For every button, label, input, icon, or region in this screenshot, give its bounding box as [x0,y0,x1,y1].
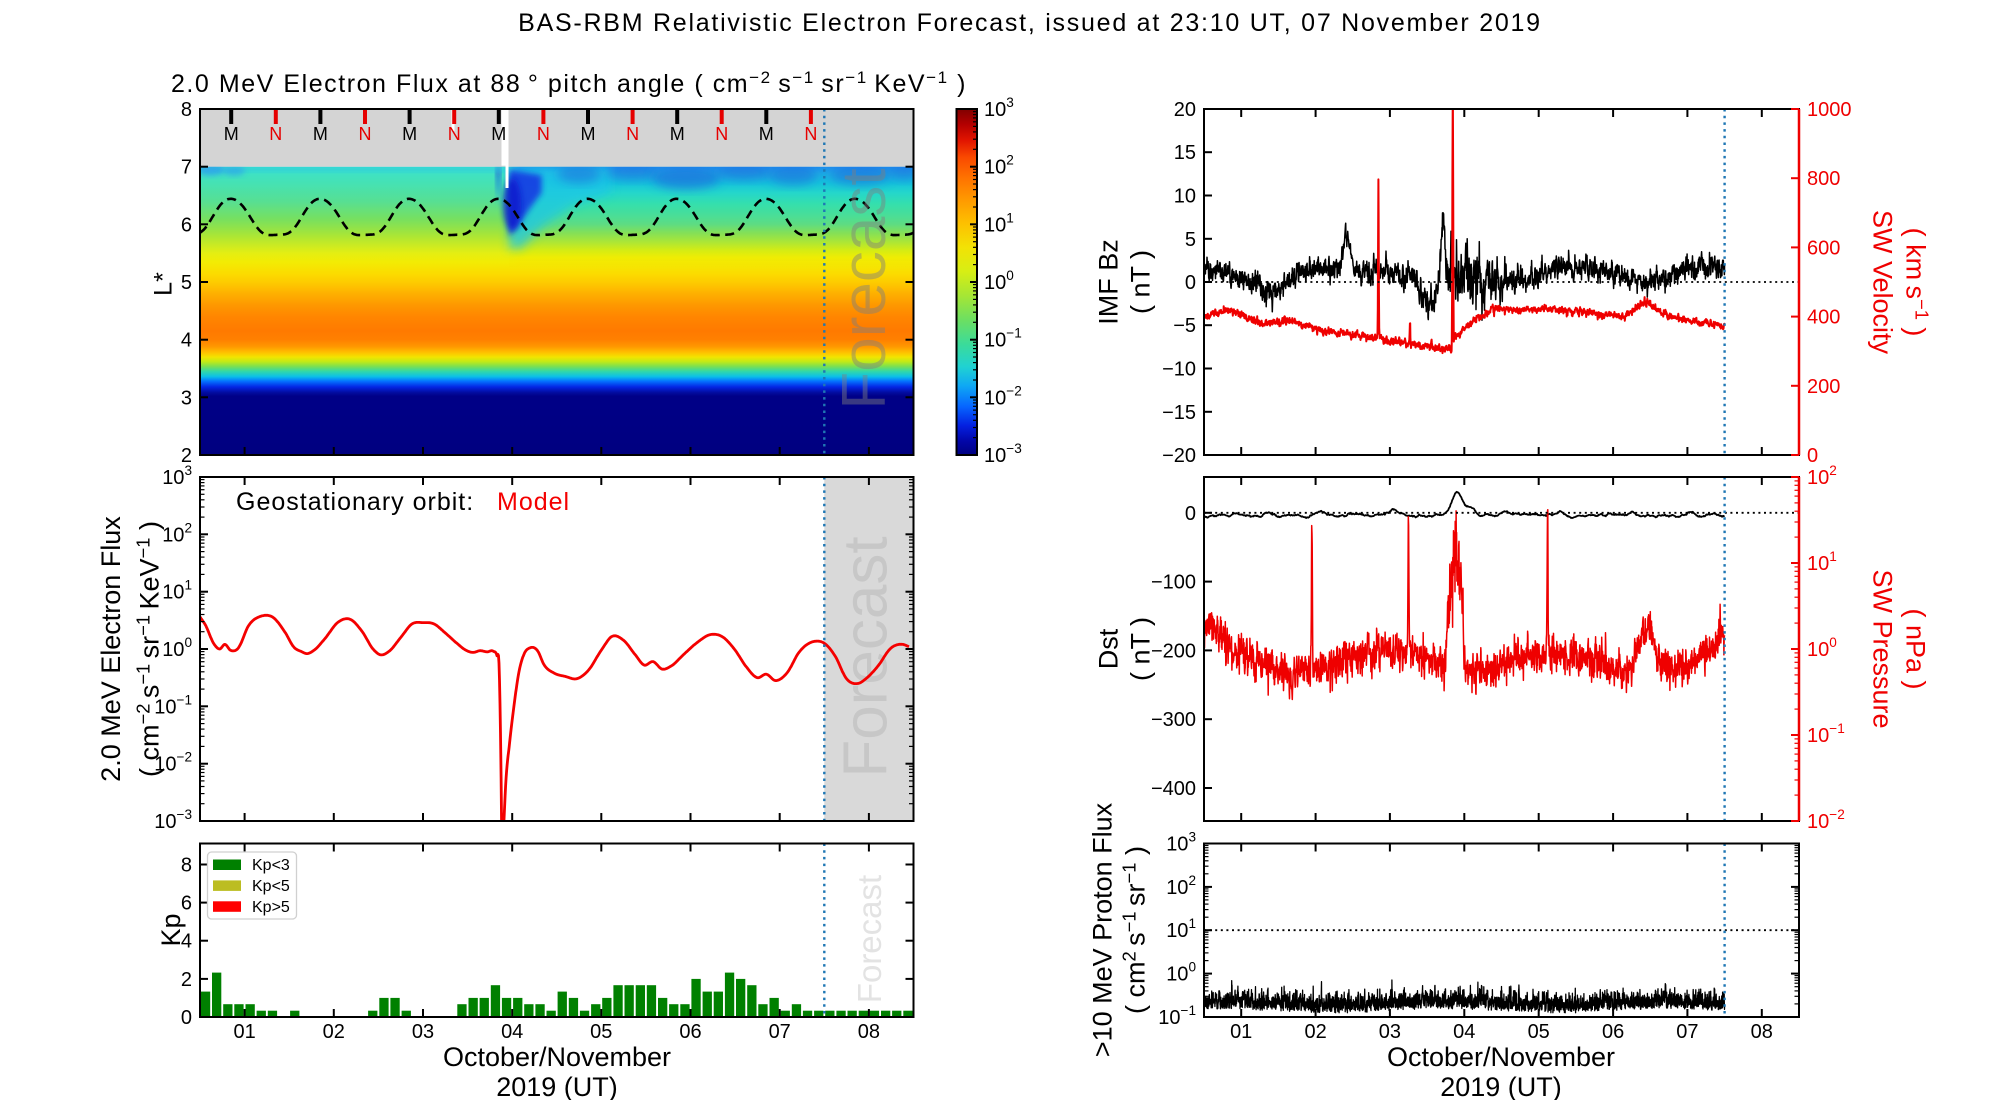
svg-text:−300: −300 [1151,709,1196,731]
svg-text:N: N [804,124,817,144]
svg-text:Dst: Dst [1094,628,1124,669]
svg-text:06: 06 [1602,1021,1624,1043]
svg-text:08: 08 [858,1021,880,1043]
svg-text:8: 8 [181,855,192,877]
svg-text:2.0 MeV Electron Flux at 88 °: 2.0 MeV Electron Flux at 88 ° pitch angl… [171,68,967,98]
svg-text:02: 02 [1304,1021,1326,1043]
svg-text:( km s−1 ): ( km s−1 ) [1901,228,1933,337]
svg-text:−200: −200 [1151,640,1196,662]
svg-text:( nT ): ( nT ) [1126,617,1156,681]
svg-text:2: 2 [181,969,192,991]
svg-text:5: 5 [181,272,192,294]
svg-text:M: M [402,124,417,144]
svg-text:102: 102 [1807,463,1837,489]
svg-text:−5: −5 [1173,315,1196,337]
svg-text:M: M [313,124,328,144]
svg-text:0: 0 [1185,503,1196,525]
svg-text:10: 10 [1174,186,1196,208]
svg-text:M: M [670,124,685,144]
svg-text:( cm−2 s−1 sr−1 KeV−1 ): ( cm−2 s−1 sr−1 KeV−1 ) [133,521,165,777]
svg-text:Forecast: Forecast [832,536,901,777]
svg-text:101: 101 [984,210,1014,236]
svg-text:( nPa ): ( nPa ) [1901,608,1931,689]
svg-text:2.0 MeV Electron Flux: 2.0 MeV Electron Flux [96,516,126,782]
svg-text:08: 08 [1751,1021,1773,1043]
svg-text:7: 7 [181,157,192,179]
svg-text:−15: −15 [1162,402,1196,424]
svg-text:M: M [224,124,239,144]
svg-text:20: 20 [1174,99,1196,121]
svg-text:05: 05 [1528,1021,1550,1043]
svg-text:BAS-RBM Relativistic Electron: BAS-RBM Relativistic Electron Forecast, … [518,9,1542,37]
svg-text:07: 07 [769,1021,791,1043]
svg-text:0: 0 [1185,272,1196,294]
svg-text:N: N [269,124,282,144]
svg-text:01: 01 [233,1021,255,1043]
svg-text:03: 03 [412,1021,434,1043]
svg-text:07: 07 [1676,1021,1698,1043]
svg-text:4: 4 [181,931,192,953]
svg-text:5: 5 [1185,229,1196,251]
svg-text:N: N [537,124,550,144]
svg-text:03: 03 [1379,1021,1401,1043]
svg-text:Forecast: Forecast [830,168,899,409]
svg-text:Geostationary orbit:: Geostationary orbit: [236,488,474,516]
svg-text:01: 01 [1230,1021,1252,1043]
svg-text:2: 2 [181,445,192,467]
svg-text:02: 02 [323,1021,345,1043]
svg-text:103: 103 [1166,830,1196,856]
svg-text:Forecast: Forecast [851,875,888,1003]
svg-text:0: 0 [1807,445,1818,467]
svg-text:4: 4 [181,330,192,352]
svg-text:200: 200 [1807,376,1840,398]
svg-text:15: 15 [1174,142,1196,164]
svg-text:3: 3 [181,387,192,409]
svg-text:2019 (UT): 2019 (UT) [496,1072,618,1100]
svg-text:05: 05 [590,1021,612,1043]
svg-text:M: M [759,124,774,144]
svg-text:( nT ): ( nT ) [1126,250,1156,314]
svg-text:N: N [359,124,372,144]
svg-text:Model: Model [497,488,570,516]
svg-text:1000: 1000 [1807,99,1852,121]
svg-text:N: N [715,124,728,144]
svg-text:6: 6 [181,893,192,915]
svg-text:−400: −400 [1151,778,1196,800]
svg-text:SW Velocity: SW Velocity [1868,210,1898,355]
svg-text:Kp<5: Kp<5 [252,878,290,895]
svg-text:04: 04 [501,1021,523,1043]
svg-text:>10 MeV Proton Flux: >10 MeV Proton Flux [1088,802,1118,1057]
svg-text:October/November: October/November [1387,1042,1615,1072]
svg-text:Kp: Kp [156,913,186,946]
svg-text:800: 800 [1807,168,1840,190]
svg-text:N: N [448,124,461,144]
svg-text:6: 6 [181,214,192,236]
svg-text:IMF Bz: IMF Bz [1094,239,1124,325]
svg-text:−10: −10 [1162,359,1196,381]
svg-text:600: 600 [1807,237,1840,259]
svg-text:M: M [491,124,506,144]
svg-text:L*: L* [150,272,178,296]
svg-text:−100: −100 [1151,572,1196,594]
svg-text:04: 04 [1453,1021,1475,1043]
svg-text:October/November: October/November [443,1042,671,1072]
svg-text:0: 0 [181,1007,192,1029]
svg-text:06: 06 [679,1021,701,1043]
svg-text:2019 (UT): 2019 (UT) [1440,1072,1562,1100]
svg-text:Kp>5: Kp>5 [252,899,290,916]
svg-text:N: N [626,124,639,144]
svg-text:8: 8 [181,99,192,121]
svg-text:SW Pressure: SW Pressure [1868,569,1898,728]
svg-text:400: 400 [1807,307,1840,329]
svg-text:−20: −20 [1162,445,1196,467]
svg-text:Kp<3: Kp<3 [252,857,290,874]
svg-text:M: M [581,124,596,144]
